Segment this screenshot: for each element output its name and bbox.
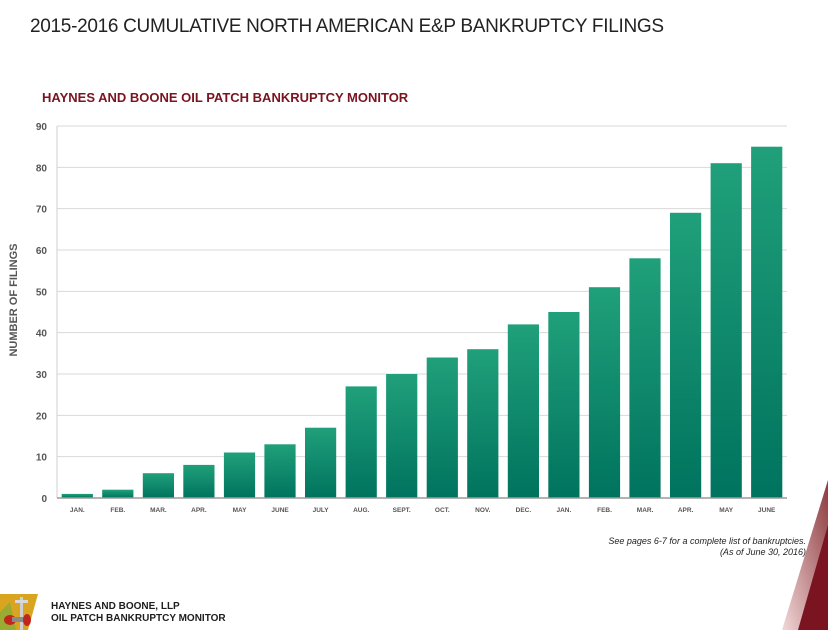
bar bbox=[264, 444, 296, 498]
bar bbox=[386, 374, 418, 498]
x-tick-label: NOV. bbox=[475, 507, 490, 514]
bar bbox=[183, 464, 215, 498]
bar bbox=[223, 452, 256, 498]
x-tick-label: JAN. bbox=[556, 507, 571, 514]
y-tick-label: 20 bbox=[36, 411, 48, 422]
footnote-source-note: See pages 6-7 for a complete list of ban… bbox=[608, 536, 806, 546]
y-tick-label: 70 bbox=[36, 205, 48, 216]
bar bbox=[142, 473, 174, 498]
bar bbox=[61, 493, 93, 498]
x-tick-label: APR. bbox=[678, 507, 694, 514]
x-tick-label: FEB. bbox=[110, 507, 125, 514]
x-tick-label: MAY bbox=[233, 507, 248, 514]
y-tick-label: 0 bbox=[41, 494, 47, 505]
bar bbox=[548, 312, 580, 498]
bar bbox=[588, 287, 621, 498]
footer-firm-name: HAYNES AND BOONE, LLP bbox=[51, 601, 180, 612]
x-tick-label: JUNE bbox=[271, 507, 289, 514]
x-tick-label: JUNE bbox=[758, 507, 776, 514]
footnote-as-of-date: (As of June 30, 2016) bbox=[719, 547, 806, 557]
x-tick-label: JAN. bbox=[70, 507, 85, 514]
bar bbox=[305, 427, 337, 498]
bar bbox=[670, 212, 702, 499]
x-tick-label: MAR. bbox=[637, 507, 654, 514]
bar bbox=[629, 258, 661, 498]
x-tick-label: APR. bbox=[191, 507, 207, 514]
bar bbox=[751, 146, 783, 498]
y-tick-label: 50 bbox=[36, 287, 48, 298]
page-title: 2015-2016 CUMULATIVE NORTH AMERICAN E&P … bbox=[30, 16, 664, 37]
x-tick-label: FEB. bbox=[597, 507, 612, 514]
chart-subtitle: HAYNES AND BOONE OIL PATCH BANKRUPTCY MO… bbox=[42, 90, 409, 105]
bar bbox=[710, 163, 742, 498]
y-tick-label: 80 bbox=[36, 163, 48, 174]
bar-chart: 0 10 20 30 40 50 60 70 80 90 JAN. FEB. MAR. APR. MAY JU… bbox=[8, 122, 787, 514]
bar bbox=[102, 489, 134, 498]
y-tick-label: 90 bbox=[36, 122, 48, 133]
footer-brand: HAYNES AND BOONE, LLP OIL PATCH BANKRUPT… bbox=[51, 601, 226, 625]
corner-decoration bbox=[782, 480, 828, 630]
y-tick-label: 10 bbox=[36, 453, 48, 464]
oil-valve-logo-icon bbox=[0, 594, 40, 630]
bar bbox=[507, 324, 539, 498]
y-tick-label: 40 bbox=[36, 329, 48, 340]
bar bbox=[345, 386, 377, 498]
x-tick-label: SEPT. bbox=[393, 507, 411, 514]
gridlines bbox=[57, 125, 787, 458]
bar bbox=[426, 357, 458, 498]
x-tick-label: OCT. bbox=[435, 507, 450, 514]
y-tick-label: 60 bbox=[36, 246, 48, 257]
axes: 0 10 20 30 40 50 60 70 80 90 JAN. FEB. MAR. APR. MAY JU… bbox=[36, 122, 787, 514]
bars bbox=[61, 146, 783, 499]
x-tick-label: AUG. bbox=[353, 507, 369, 514]
footer-publication-name: OIL PATCH BANKRUPTCY MONITOR bbox=[51, 613, 226, 624]
y-axis-label: NUMBER OF FILINGS bbox=[8, 243, 20, 356]
footnote: See pages 6-7 for a complete list of ban… bbox=[608, 536, 806, 558]
x-tick-label: JULY bbox=[313, 507, 330, 514]
bar bbox=[467, 349, 499, 498]
x-tick-label: MAR. bbox=[150, 507, 167, 514]
y-tick-label: 30 bbox=[36, 370, 48, 381]
x-tick-label: DEC. bbox=[516, 507, 532, 514]
x-tick-label: MAY bbox=[719, 507, 734, 514]
